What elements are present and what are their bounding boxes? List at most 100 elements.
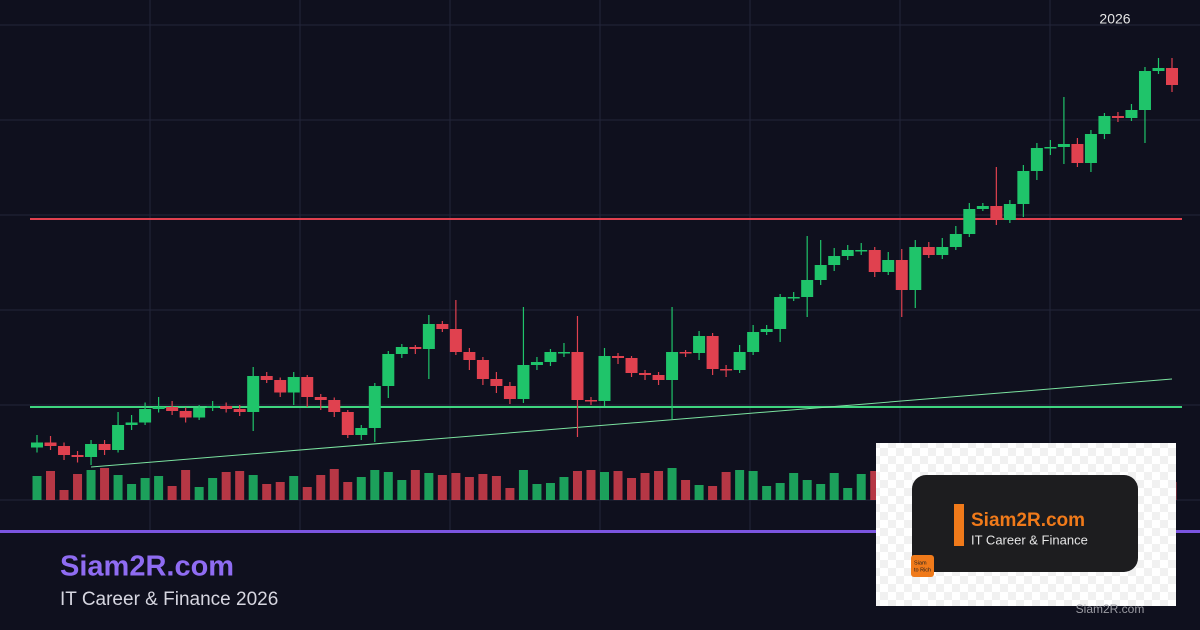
volume-bar [586,470,596,500]
volume-bar [343,482,353,500]
candle-body [193,408,206,418]
volume-bar [181,470,191,500]
candle-body [571,352,584,400]
candle-body [1166,68,1178,85]
volume-bar [613,471,623,500]
volume-bar [194,487,204,500]
volume-bar [464,477,474,500]
candle-body [612,356,625,358]
candle-body [841,250,854,256]
logo-badge-text: Siam [914,560,927,566]
watermark: Siam2R.com [1076,602,1145,616]
candle-body [760,329,773,332]
volume-bar [762,486,772,500]
candle-body [274,380,287,393]
candle-body [814,265,827,280]
volume-bar [356,477,366,500]
candle-body [179,411,192,418]
candle-body [31,442,43,448]
candle-body [639,373,652,375]
candle-body [395,347,408,354]
trend-line [91,378,1173,468]
volume-bar [816,484,826,500]
volume-bar [154,476,164,500]
candle-body [1003,204,1016,220]
volume-bar [721,472,731,500]
candle-body [301,377,314,397]
volume-bar [167,486,177,500]
volume-bar [627,478,637,500]
volume-bar [532,484,542,500]
candle-body [368,386,381,428]
candle-body [544,352,557,362]
candle-body [801,280,814,297]
candle-body [774,297,787,329]
volume-bar [843,488,853,500]
logo-badge-text: to Rich [914,567,931,573]
candle-body [747,332,760,352]
volume-bar [437,475,447,500]
volume-bar [208,478,218,500]
candle-body [1152,68,1165,71]
candle-body [598,356,611,401]
volume-bar [681,480,691,500]
candle-body [1084,134,1097,163]
volume-bar [545,483,555,500]
candle-body [557,352,570,354]
volume-bar [505,488,515,500]
candle-body [341,412,354,435]
candle-body [139,409,152,423]
candle-body [287,377,300,393]
volume-bar [424,473,434,500]
volume-bar [316,475,326,500]
candle-body [679,352,692,354]
candle-body [247,376,260,412]
brand-title: Siam2R.com [60,551,234,583]
volume-bar [397,480,407,500]
candle-body [85,444,98,457]
candle-body [720,369,733,371]
candle-body [922,247,935,255]
year-label: 2026 [1099,11,1130,27]
candle-body [233,409,246,412]
volume-bar [572,471,582,500]
volume-bar [248,475,258,500]
volume-bar [329,469,339,500]
logo-title: Siam2R.com [971,510,1085,531]
volume-bar [735,470,745,500]
candle-body [787,297,800,299]
volume-bar [518,470,528,500]
logo: Siam2R.com IT Career & Finance Siam to R… [876,443,1176,616]
candle-body [1071,144,1084,163]
candle-body [868,250,881,272]
candle-body [58,446,71,455]
volume-bar [856,474,866,500]
volume-bar [870,471,880,500]
volume-bar [59,490,69,500]
candle-body [490,379,503,386]
candle-body [476,360,489,379]
volume-bar [559,477,569,500]
candle-body [936,247,949,255]
volume-bar [302,487,312,500]
volume-bar [451,473,461,500]
candle-body [963,209,976,234]
volume-bar [654,471,664,500]
volume-bar [667,468,677,500]
candle-body [1017,171,1030,204]
volume-bar [370,470,380,500]
candle-body [1057,144,1070,147]
candle-body [517,365,530,399]
candle-body [44,442,57,446]
candle-body [220,406,233,409]
candle-body [882,260,895,272]
volume-bar [640,473,650,500]
volume-bar [100,468,110,500]
volume-bar [478,474,488,500]
candle-body [436,324,449,329]
candle-body [449,329,462,352]
logo-subtitle: IT Career & Finance [971,532,1088,547]
candle-body [666,352,679,380]
